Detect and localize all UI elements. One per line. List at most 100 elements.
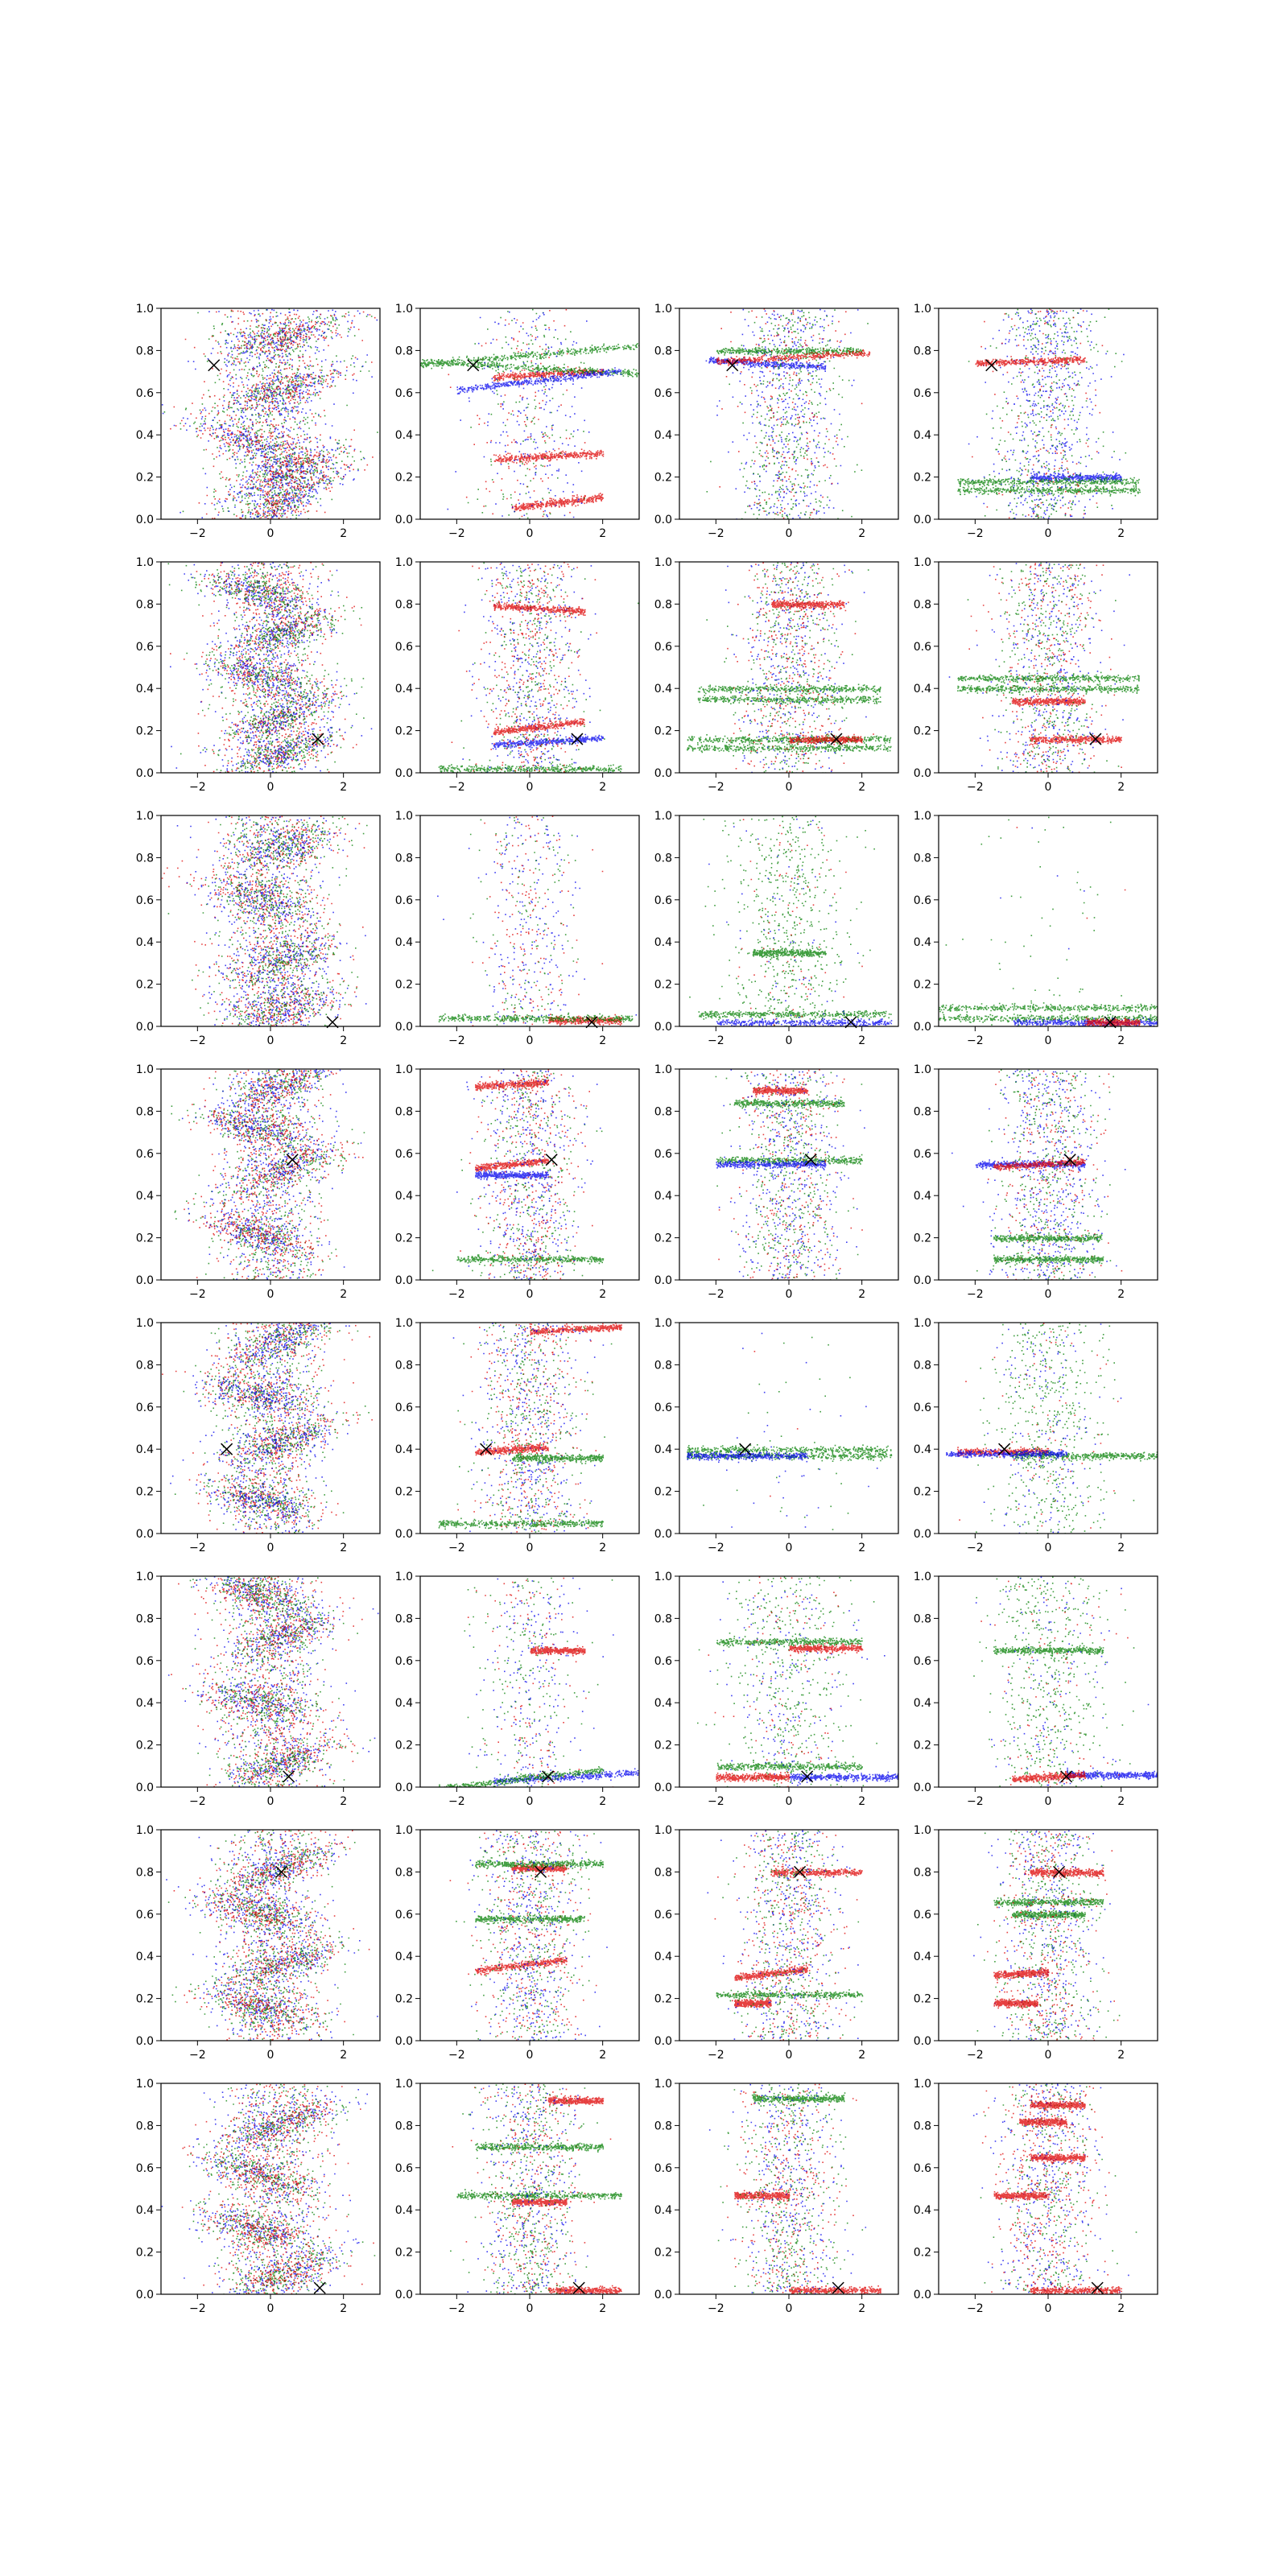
point-series [706, 309, 859, 520]
subplot-r7-c3: −2 0 20.00.20.40.60.81.0 [654, 1824, 898, 2062]
y-tick-label: 1.0 [654, 1824, 672, 1837]
y-tick-label: 0.0 [914, 2289, 931, 2301]
y-tick-label: 0.0 [914, 1781, 931, 1794]
y-tick-label: 0.8 [914, 1612, 931, 1625]
scatter-points [162, 308, 381, 520]
scatter-points [162, 2084, 376, 2296]
x-tick-label: 2 [599, 2049, 606, 2062]
point-series [708, 1576, 864, 1787]
scatter-points [952, 1069, 1126, 1281]
scatter-points [973, 1830, 1120, 2041]
axes-frame [679, 1323, 898, 1534]
y-tick-label: 0.4 [136, 429, 154, 442]
subplot-r4-c3: −2 0 20.00.20.40.60.81.0 [654, 1063, 898, 1301]
point-series [170, 562, 361, 774]
y-tick-label: 0.6 [654, 1402, 672, 1414]
scatter-points [450, 2083, 622, 2295]
y-tick-label: 0.8 [914, 1359, 931, 1372]
x-tick-label: 2 [340, 527, 347, 540]
x-tick-label: −2 [189, 1288, 206, 1301]
subplot-r4-c4: −2 0 20.00.20.40.60.81.0 [914, 1063, 1158, 1301]
x-tick-label: −2 [189, 1795, 206, 1808]
point-series [162, 309, 381, 520]
y-tick-label: 0.2 [136, 472, 154, 485]
x-tick-label: 2 [599, 781, 606, 794]
y-tick-label: 0.2 [914, 1993, 931, 2006]
x-marker [314, 2282, 325, 2293]
y-tick-label: 0.6 [136, 2162, 154, 2175]
point-series [716, 1831, 864, 2041]
scatter-points [439, 1323, 622, 1535]
point-series [697, 1576, 877, 1788]
y-tick-label: 0.8 [136, 852, 154, 865]
y-tick-label: 0.2 [395, 2247, 413, 2260]
y-tick-label: 1.0 [136, 556, 154, 569]
x-tick-label: 0 [267, 781, 275, 794]
scatter-points [171, 1069, 365, 1281]
y-tick-label: 0.2 [914, 725, 931, 738]
y-tick-label: 0.4 [136, 1697, 154, 1710]
y-tick-label: 0.2 [136, 1232, 154, 1245]
x-tick-label: 2 [599, 1288, 606, 1301]
y-tick-label: 0.0 [395, 767, 413, 780]
y-tick-label: 0.2 [914, 2247, 931, 2260]
y-tick-label: 0.8 [654, 1612, 672, 1625]
y-tick-label: 0.8 [136, 2120, 154, 2132]
y-tick-label: 0.6 [914, 1402, 931, 1414]
point-series [689, 816, 891, 1027]
x-tick-label: 0 [267, 1795, 275, 1808]
scatter-points [946, 1323, 1158, 1534]
x-tick-label: 2 [340, 2302, 347, 2315]
x-tick-label: 2 [858, 527, 865, 540]
subplot-r5-c2: −2 0 20.00.20.40.60.81.0 [395, 1317, 639, 1554]
point-series [166, 1830, 378, 2041]
subplot-r8-c3: −2 0 20.00.20.40.60.81.0 [654, 2078, 898, 2315]
point-series [457, 1323, 621, 1533]
y-tick-label: 0.0 [395, 1021, 413, 1034]
y-tick-label: 0.0 [654, 2289, 672, 2301]
x-tick-label: −2 [448, 527, 465, 540]
axes-frame [939, 815, 1158, 1026]
y-tick-label: 0.6 [914, 894, 931, 907]
y-tick-label: 1.0 [914, 303, 931, 316]
y-tick-label: 1.0 [136, 1824, 154, 1837]
x-tick-label: 0 [526, 2302, 534, 2315]
y-tick-label: 0.2 [654, 1740, 672, 1752]
y-tick-label: 0.2 [136, 725, 154, 738]
x-tick-label: 0 [1045, 781, 1052, 794]
subplot-r4-c2: −2 0 20.00.20.40.60.81.0 [395, 1063, 639, 1301]
y-tick-label: 0.0 [914, 514, 931, 526]
x-tick-label: −2 [448, 1542, 465, 1554]
axes-frame [939, 1323, 1158, 1534]
y-tick-label: 0.2 [395, 1486, 413, 1499]
y-tick-label: 0.8 [395, 852, 413, 865]
y-tick-label: 0.0 [395, 1781, 413, 1794]
scatter-points [162, 815, 368, 1027]
x-tick-label: −2 [708, 2049, 724, 2062]
y-tick-label: 0.8 [136, 345, 154, 357]
x-tick-label: −2 [967, 1542, 984, 1554]
y-tick-label: 0.2 [654, 979, 672, 992]
y-tick-label: 0.6 [395, 1655, 413, 1668]
scatter-points [439, 1578, 640, 1789]
y-tick-label: 0.6 [395, 1909, 413, 1922]
point-series [716, 1071, 863, 1282]
y-tick-label: 0.2 [654, 1993, 672, 2006]
scatter-points [709, 2084, 881, 2296]
point-series [456, 1831, 604, 2042]
point-series [439, 1578, 613, 1789]
y-tick-label: 0.4 [136, 1443, 154, 1456]
y-tick-label: 0.4 [654, 1443, 672, 1456]
x-tick-label: 2 [599, 1795, 606, 1808]
y-tick-label: 0.8 [395, 1359, 413, 1372]
y-tick-label: 0.4 [654, 429, 672, 442]
x-tick-label: 0 [267, 527, 275, 540]
x-tick-label: 0 [786, 1542, 793, 1554]
y-tick-label: 1.0 [136, 1571, 154, 1583]
y-tick-label: 1.0 [395, 2078, 413, 2091]
scatter-points [162, 1323, 373, 1535]
x-tick-label: 2 [858, 1288, 865, 1301]
y-tick-label: 0.4 [395, 1697, 413, 1710]
y-tick-label: 0.6 [395, 1402, 413, 1414]
subplot-r7-c2: −2 0 20.00.20.40.60.81.0 [395, 1824, 639, 2062]
